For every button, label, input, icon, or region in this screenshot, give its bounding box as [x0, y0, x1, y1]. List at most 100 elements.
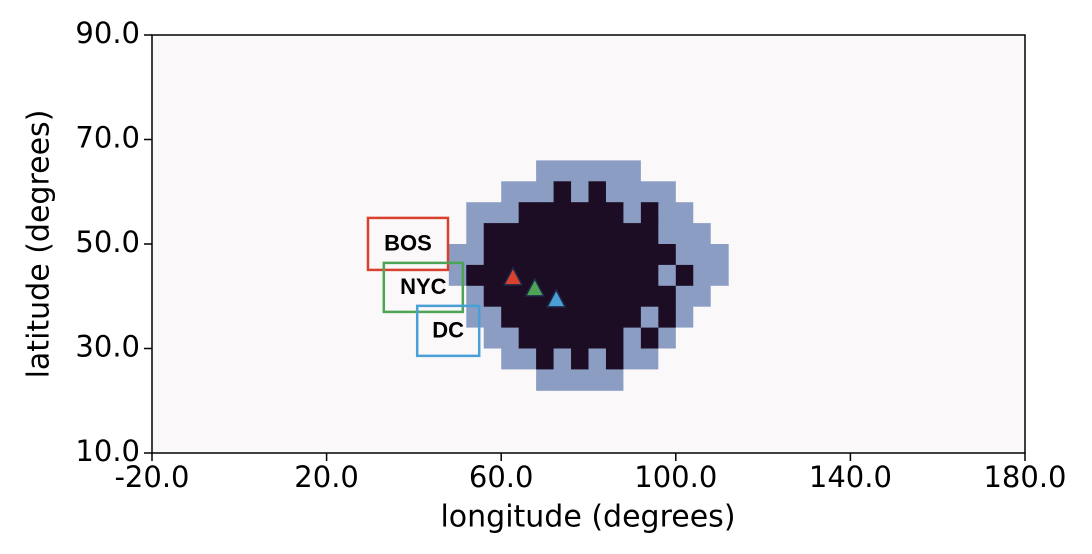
heat-cell: [623, 244, 642, 266]
heat-cell: [553, 160, 572, 182]
heat-cell: [448, 160, 467, 182]
heat-cell: [501, 202, 520, 224]
heat-cell: [710, 264, 729, 287]
heat-cell: [693, 369, 712, 391]
heat-cell: [483, 327, 502, 349]
heat-cell: [710, 369, 729, 391]
heat-cell: [536, 306, 555, 329]
heat-cell: [675, 244, 694, 266]
heat-cell: [675, 369, 694, 391]
heat-cell: [710, 181, 729, 203]
heat-cell: [483, 160, 502, 182]
heat-cell: [518, 306, 537, 329]
heat-cell: [448, 202, 467, 224]
heat-cell: [693, 327, 712, 349]
heat-cell: [623, 160, 642, 182]
heat-cell: [640, 244, 659, 266]
heat-cell: [588, 160, 607, 182]
heat-cell: [640, 369, 659, 391]
heat-cell: [571, 348, 589, 370]
heat-cell: [693, 264, 712, 287]
heat-cell: [448, 244, 467, 266]
heat-cell: [640, 160, 659, 182]
heat-cell: [640, 223, 659, 245]
heat-cell: [571, 306, 589, 329]
heat-cell: [675, 285, 694, 308]
heat-cell: [605, 264, 624, 287]
heat-cell: [693, 223, 712, 245]
heat-cell: [605, 223, 624, 245]
heat-cell: [466, 306, 485, 329]
heat-cell: [675, 223, 694, 245]
heat-cell: [483, 223, 502, 245]
heat-cell: [710, 348, 729, 370]
heat-cell: [658, 306, 677, 329]
x-tick-label: 20.0: [294, 460, 359, 494]
heat-cell: [571, 244, 589, 266]
heat-cell: [466, 202, 485, 224]
heat-cell: [501, 348, 520, 370]
heat-cell: [536, 202, 555, 224]
heat-cell: [658, 244, 677, 266]
heat-cell: [536, 181, 555, 203]
heat-cell: [553, 202, 572, 224]
heat-cell: [675, 306, 694, 329]
heat-cell: [693, 348, 712, 370]
heat-cell: [675, 160, 694, 182]
heat-cell: [710, 160, 729, 182]
label-box: [382, 261, 465, 314]
heat-cell: [571, 223, 589, 245]
heat-cell: [693, 306, 712, 329]
heat-cell: [588, 285, 607, 308]
heat-cell: [466, 285, 485, 308]
y-tick-label: 10.0: [75, 434, 140, 468]
heat-cell: [553, 244, 572, 266]
heat-cell: [623, 223, 642, 245]
heat-cell: [675, 348, 694, 370]
heat-cell: [466, 244, 485, 266]
point-label: DC: [432, 318, 464, 343]
heat-cell: [571, 285, 589, 308]
y-tick-label: 90.0: [75, 16, 140, 50]
y-tick-label: 50.0: [75, 225, 140, 259]
heat-cell: [501, 181, 520, 203]
heat-cell: [675, 264, 694, 287]
heat-cell: [571, 327, 589, 349]
heat-cell: [623, 202, 642, 224]
x-tick-label: 180.0: [983, 460, 1066, 494]
heat-cell: [658, 285, 677, 308]
heat-cell: [588, 348, 607, 370]
heat-cell: [623, 285, 642, 308]
heat-cell: [693, 181, 712, 203]
heat-cell: [483, 306, 502, 329]
heat-cell: [710, 244, 729, 266]
heat-cell: [466, 181, 485, 203]
heat-cell: [640, 285, 659, 308]
heat-cell: [710, 327, 729, 349]
heat-cell: [466, 223, 485, 245]
heat-cell: [501, 160, 520, 182]
point-marker: [524, 277, 546, 297]
heat-cell: [588, 244, 607, 266]
heat-cell: [658, 160, 677, 182]
x-tick-label: 60.0: [469, 460, 534, 494]
heat-cell: [483, 348, 502, 370]
heat-cell: [518, 327, 537, 349]
heat-cell: [501, 244, 520, 266]
point-label: NYC: [400, 274, 447, 299]
heat-cell: [518, 223, 537, 245]
heat-cell: [553, 181, 572, 203]
heat-cell: [605, 181, 624, 203]
heat-cell: [588, 223, 607, 245]
heat-cell: [536, 244, 555, 266]
heat-cell: [623, 181, 642, 203]
heat-cell: [675, 181, 694, 203]
heat-cell: [483, 285, 502, 308]
heat-cell: [536, 223, 555, 245]
heat-cell: [675, 327, 694, 349]
heat-cell: [553, 223, 572, 245]
heat-cell: [658, 264, 677, 287]
heat-cell: [693, 285, 712, 308]
